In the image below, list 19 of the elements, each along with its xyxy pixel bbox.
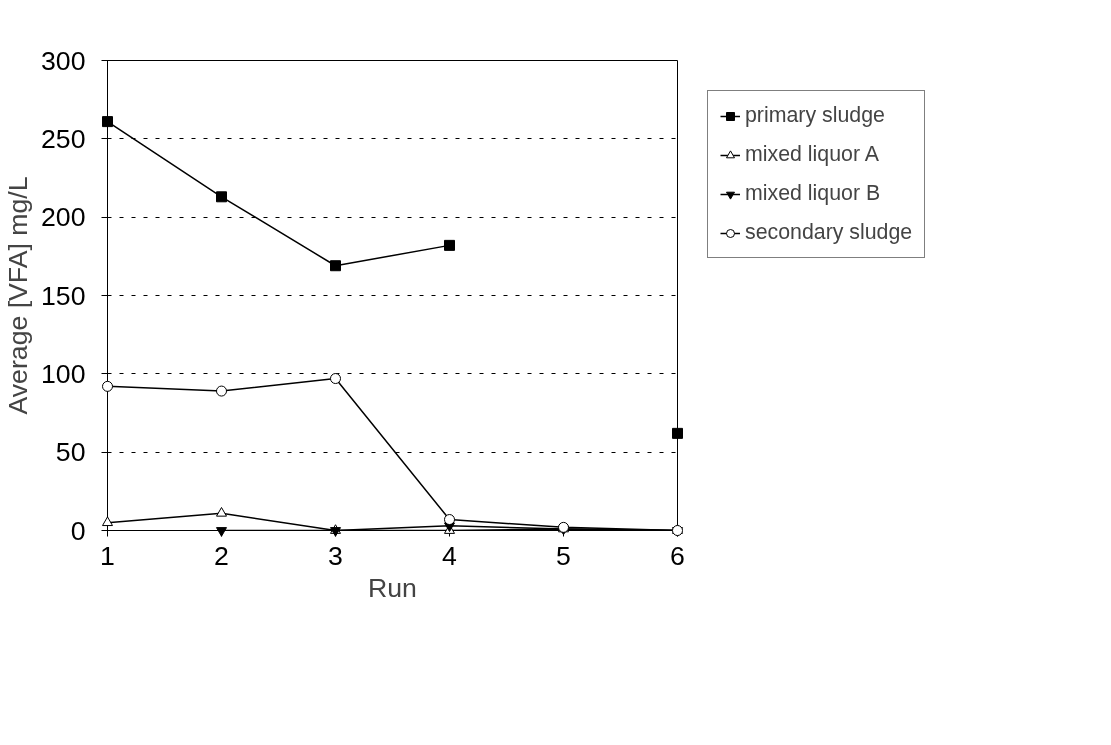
x-axis-title: Run [368, 572, 417, 603]
y-tick-label: 50 [55, 437, 86, 468]
y-tick-label: 300 [41, 45, 86, 76]
x-tick-label: 1 [100, 540, 115, 571]
x-tick-label: 6 [670, 540, 685, 571]
x-tick-label: 3 [328, 540, 343, 571]
x-tick-label: 2 [214, 540, 229, 571]
y-tick-label: 0 [70, 515, 86, 546]
legend-label: primary sludge [745, 103, 885, 128]
y-axis-title: Average [VFA] mg/L [3, 176, 34, 415]
y-tick-label: 250 [41, 123, 86, 154]
x-tick-label: 4 [442, 540, 458, 571]
y-tick-label: 200 [41, 202, 86, 233]
y-tick-label: 100 [41, 358, 86, 389]
y-tick-label: 150 [41, 280, 86, 311]
x-tick-label: 5 [556, 540, 571, 571]
legend-label: mixed liquor B [745, 181, 881, 206]
legend-label: secondary sludge [745, 220, 913, 245]
legend-label: mixed liquor A [745, 142, 879, 167]
